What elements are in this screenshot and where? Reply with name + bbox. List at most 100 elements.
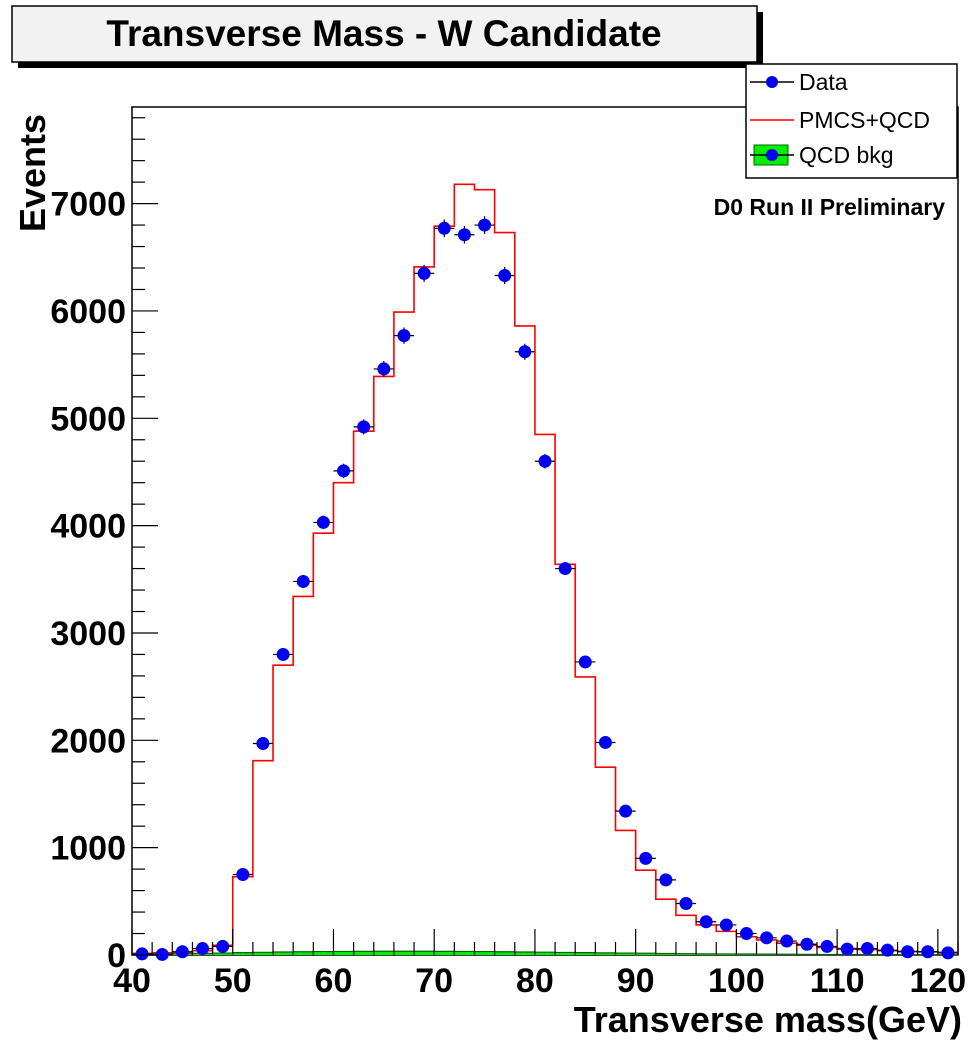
bkg-bar bbox=[414, 951, 435, 955]
bkg-bar bbox=[232, 952, 253, 955]
mc-step-line bbox=[132, 183, 958, 955]
data-marker bbox=[558, 562, 572, 576]
data-point bbox=[736, 927, 757, 941]
x-tick-label: 80 bbox=[516, 962, 554, 1000]
y-tick-label: 1000 bbox=[50, 830, 126, 868]
data-marker-icon bbox=[766, 76, 778, 88]
data-marker bbox=[639, 851, 653, 865]
data-point bbox=[937, 946, 958, 960]
data-marker bbox=[659, 873, 673, 887]
data-marker bbox=[276, 647, 290, 661]
data-point bbox=[273, 647, 294, 661]
x-tick-label: 40 bbox=[113, 962, 151, 1000]
bkg-bar bbox=[252, 952, 274, 955]
data-point bbox=[696, 915, 717, 929]
data-point bbox=[293, 574, 314, 588]
data-point bbox=[756, 931, 777, 945]
data-point bbox=[534, 453, 556, 469]
data-point bbox=[414, 264, 435, 282]
x-tick-label: 50 bbox=[214, 962, 252, 1000]
legend-label-data: Data bbox=[799, 69, 848, 95]
data-marker bbox=[538, 454, 552, 468]
y-tick-label: 2000 bbox=[50, 722, 126, 760]
bkg-bar bbox=[655, 953, 676, 955]
data-point bbox=[857, 942, 878, 956]
data-point bbox=[897, 945, 918, 959]
x-tick-label: 110 bbox=[810, 962, 865, 1000]
bkg-bar bbox=[333, 951, 354, 955]
bkg-bar bbox=[393, 951, 415, 955]
data-point bbox=[816, 939, 838, 953]
data-point bbox=[716, 918, 737, 932]
x-tick-label: 100 bbox=[708, 962, 765, 1000]
bkg-bar bbox=[434, 951, 455, 955]
data-marker bbox=[860, 942, 874, 956]
bkg-bar bbox=[635, 953, 656, 955]
legend-label-mc: PMCS+QCD bbox=[799, 107, 930, 133]
data-point bbox=[675, 896, 697, 910]
data-point bbox=[172, 945, 193, 959]
bkg-bar bbox=[353, 951, 374, 955]
pmcs-qcd-histogram bbox=[132, 183, 958, 955]
x-axis: 40 50 60 70 80 90 100 110 120 bbox=[113, 929, 966, 1000]
data-marker bbox=[719, 918, 733, 932]
data-marker bbox=[357, 420, 371, 434]
x-tick-label: 70 bbox=[415, 962, 453, 1000]
y-tick-label: 4000 bbox=[50, 508, 126, 546]
data-marker bbox=[820, 939, 834, 953]
x-tick-label: 90 bbox=[617, 962, 655, 1000]
bkg-bar bbox=[373, 951, 394, 955]
legend-entry-data: Data bbox=[750, 69, 848, 95]
y-tick-label: 5000 bbox=[50, 400, 126, 438]
data-marker bbox=[901, 945, 915, 959]
data-point bbox=[837, 942, 858, 956]
chart-title: Transverse Mass - W Candidate bbox=[106, 13, 661, 54]
data-point bbox=[635, 851, 656, 865]
bkg-bar bbox=[575, 952, 596, 955]
bkg-bar bbox=[313, 951, 334, 955]
x-axis-title: Transverse mass(GeV) bbox=[574, 999, 962, 1040]
bkg-bar bbox=[212, 953, 233, 955]
bkg-bar bbox=[595, 952, 616, 955]
data-marker bbox=[236, 867, 250, 881]
data-marker bbox=[739, 927, 753, 941]
data-marker bbox=[155, 947, 169, 961]
data-marker bbox=[296, 574, 310, 588]
data-point bbox=[655, 873, 676, 887]
data-marker bbox=[316, 515, 330, 529]
data-marker bbox=[337, 464, 351, 478]
data-marker bbox=[679, 896, 693, 910]
data-marker bbox=[921, 945, 935, 959]
bkg-bar bbox=[675, 953, 697, 955]
y-tick-label: 0 bbox=[107, 937, 126, 975]
data-point bbox=[474, 216, 495, 234]
bkg-bar bbox=[454, 951, 475, 955]
data-marker bbox=[437, 221, 451, 235]
legend: Data PMCS+QCD QCD bkg bbox=[745, 63, 958, 179]
data-point bbox=[313, 515, 334, 530]
data-marker bbox=[780, 934, 794, 948]
d0-preliminary-annotation: D0 Run II Preliminary bbox=[714, 194, 946, 220]
data-point bbox=[575, 655, 596, 669]
data-point bbox=[192, 942, 213, 956]
data-marker bbox=[478, 218, 492, 232]
data-point bbox=[796, 937, 817, 951]
data-point bbox=[212, 939, 233, 953]
data-marker bbox=[175, 945, 189, 959]
y-tick-label: 3000 bbox=[50, 615, 126, 653]
data-point bbox=[434, 219, 455, 238]
bkg-bar bbox=[514, 951, 535, 955]
data-point bbox=[615, 804, 636, 818]
data-point bbox=[373, 360, 394, 377]
data-marker bbox=[880, 943, 894, 957]
data-point bbox=[555, 562, 576, 576]
data-point bbox=[776, 934, 797, 948]
data-point bbox=[917, 945, 938, 959]
x-tick-label: 60 bbox=[315, 962, 353, 1000]
data-marker bbox=[840, 942, 854, 956]
data-points bbox=[132, 216, 958, 961]
data-point bbox=[252, 737, 274, 751]
data-point bbox=[877, 943, 898, 957]
plot-frame bbox=[131, 106, 959, 956]
